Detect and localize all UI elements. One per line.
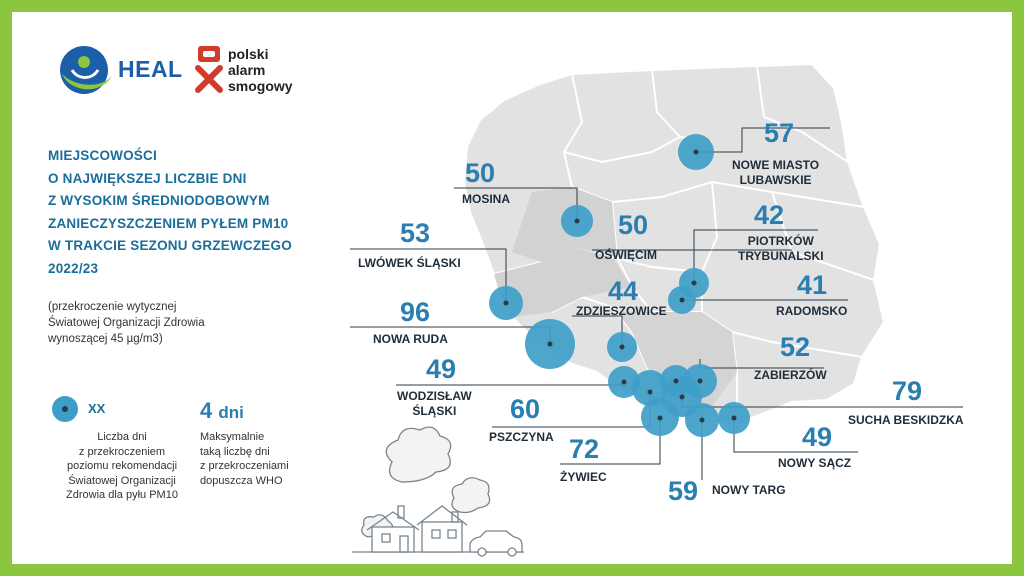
- value-nowy-targ: 59: [668, 476, 699, 506]
- legend-days-unit: dni: [218, 403, 244, 422]
- value-nowe-miasto-lubawskie: 57: [764, 118, 795, 148]
- label-mosina: MOSINA: [462, 192, 510, 206]
- value-pszczyna: 60: [510, 394, 541, 424]
- legend-who-days-description: Maksymalnie taką liczbę dni z przekrocze…: [200, 431, 289, 487]
- label-lwowek-slaski: LWÓWEK ŚLĄSKI: [358, 256, 461, 270]
- value-sucha-beskidzka: 79: [892, 376, 923, 406]
- label-nowe-miasto-lubawskie: NOWE MIASTO LUBAWSKIE: [732, 158, 820, 187]
- label-zywiec: ŻYWIEC: [560, 470, 607, 484]
- label-zdzieszowice: ZDZIESZOWICE: [576, 304, 667, 318]
- label-nowy-sacz: NOWY SĄCZ: [778, 456, 852, 470]
- label-wodzislaw-slaski: WODZISŁAW ŚLĄSKI: [397, 389, 472, 418]
- label-nowy-targ: NOWY TARG: [712, 483, 786, 497]
- label-nowa-ruda: NOWA RUDA: [373, 332, 448, 346]
- value-nowy-sacz: 49: [802, 422, 833, 452]
- legend-circle-description: Liczba dni z przekroczeniem poziomu reko…: [66, 431, 178, 501]
- town-dots: [503, 149, 737, 423]
- legend-xx-label: XX: [88, 401, 106, 416]
- region-southwest: [494, 247, 632, 317]
- houses-illustration: [352, 426, 524, 557]
- smog-alarm-logo-icon: [195, 46, 223, 93]
- value-mosina: 50: [465, 158, 496, 188]
- value-zdzieszowice: 44: [608, 276, 639, 306]
- label-zabierzow: ZABIERZÓW: [754, 368, 827, 382]
- poland-map: [350, 62, 963, 557]
- value-piotrkow-trybunalski: 42: [754, 200, 785, 230]
- label-piotrkow-trybunalski: PIOTRKÓW TRYBUNALSKI: [738, 234, 824, 263]
- heal-logo-icon: [60, 46, 112, 94]
- value-wodzislaw-slaski: 49: [426, 354, 457, 384]
- value-zabierzow: 52: [780, 332, 811, 362]
- label-oswiecim: OŚWIĘCIM: [595, 248, 657, 262]
- legend-who-days: 4 dni: [200, 398, 244, 424]
- who-threshold-note: (przekroczenie wytycznej Światowej Organ…: [48, 301, 205, 345]
- smog-alarm-logo-text: polski alarm smogowy: [228, 46, 293, 94]
- label-sucha-beskidzka: SUCHA BESKIDZKA: [848, 413, 964, 427]
- infographic-title: MIEJSCOWOŚCI O NAJWIĘKSZEJ LICZBIE DNI Z…: [48, 148, 292, 276]
- legend-days-value: 4: [200, 398, 213, 423]
- value-radomsko: 41: [797, 270, 828, 300]
- legend-dot-icon: [62, 406, 68, 412]
- heal-logo-text: HEAL: [118, 56, 183, 82]
- value-nowa-ruda: 96: [400, 297, 431, 327]
- infographic-frame: HEAL polski alarm smogowy MIEJSCOWOŚCI O…: [12, 12, 1012, 564]
- value-oswiecim: 50: [618, 210, 649, 240]
- value-lwowek-slaski: 53: [400, 218, 431, 248]
- circle-pszczyna: [632, 370, 668, 406]
- label-radomsko: RADOMSKO: [776, 304, 848, 318]
- label-pszczyna: PSZCZYNA: [489, 430, 554, 444]
- value-zywiec: 72: [569, 434, 600, 464]
